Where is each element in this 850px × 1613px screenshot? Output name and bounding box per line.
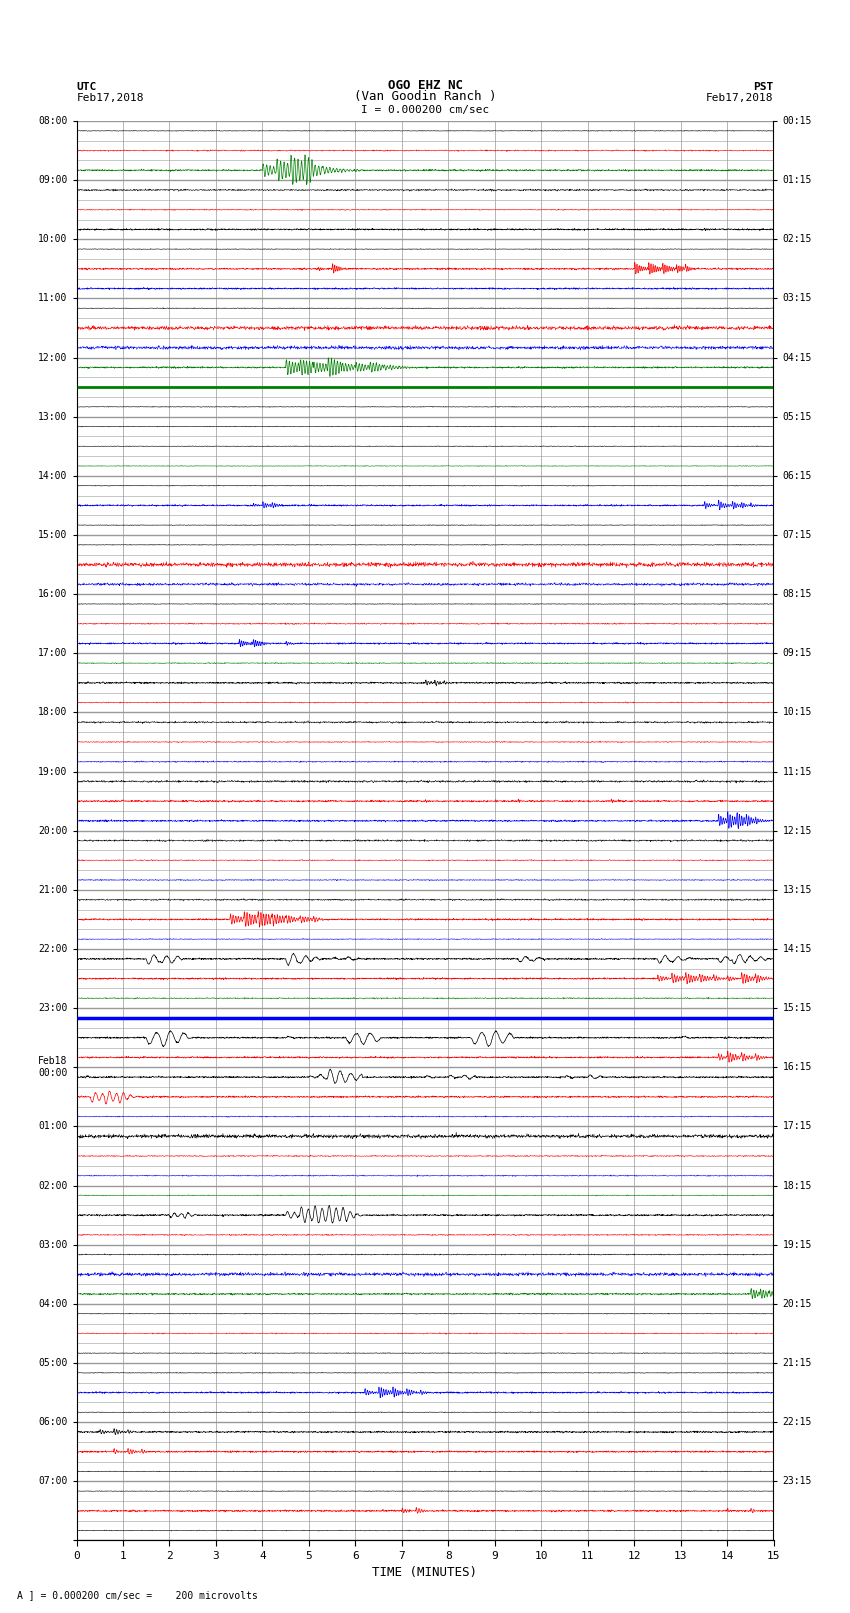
Text: A ] = 0.000200 cm/sec =    200 microvolts: A ] = 0.000200 cm/sec = 200 microvolts — [17, 1590, 258, 1600]
Text: OGO EHZ NC: OGO EHZ NC — [388, 79, 462, 92]
Text: Feb17,2018: Feb17,2018 — [76, 94, 144, 103]
Text: I = 0.000200 cm/sec: I = 0.000200 cm/sec — [361, 105, 489, 115]
Text: UTC: UTC — [76, 82, 97, 92]
Text: Feb17,2018: Feb17,2018 — [706, 94, 774, 103]
X-axis label: TIME (MINUTES): TIME (MINUTES) — [372, 1566, 478, 1579]
Text: PST: PST — [753, 82, 774, 92]
Text: (Van Goodin Ranch ): (Van Goodin Ranch ) — [354, 90, 496, 103]
